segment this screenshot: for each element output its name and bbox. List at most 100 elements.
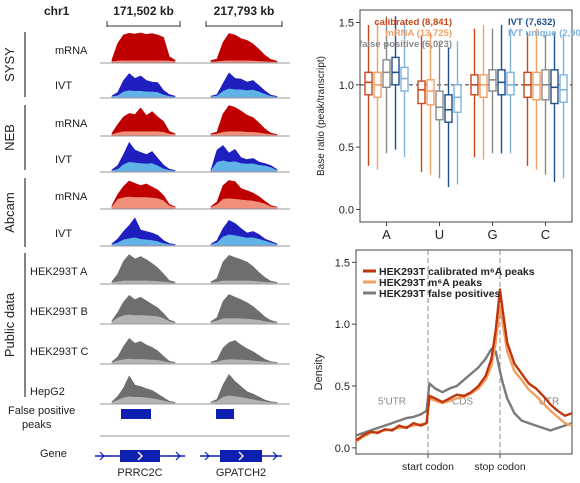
coverage-background (112, 131, 175, 135)
legend-entry: IVT unique (2,907) (508, 28, 580, 39)
track-label: HepG2 (30, 386, 65, 398)
coverage-peak (111, 254, 176, 284)
coverage-background (211, 198, 277, 208)
coverage-background (112, 162, 175, 171)
coverage-background (211, 395, 277, 403)
box (417, 80, 426, 105)
group-label: NEB (2, 124, 17, 151)
gene-exon (220, 450, 262, 462)
track-label: HEK293T B (30, 306, 88, 318)
region-label: CDS (452, 397, 473, 408)
track-label: mRNA (55, 191, 88, 203)
y-tick-label: 1.5 (335, 257, 350, 269)
locus-label: 217,793 kb (214, 4, 275, 18)
y-tick-label: 1.5 (339, 17, 354, 29)
box (532, 71, 541, 101)
track-label: IVT (55, 154, 72, 166)
group-label: Abcam (2, 192, 17, 232)
y-tick-label: 0.0 (339, 205, 354, 217)
legend-entry: calibrated (8,841) (374, 17, 452, 28)
x-tick-label: C (541, 227, 550, 242)
coverage-peak (210, 255, 278, 284)
coverage-peak (111, 32, 176, 63)
legend-entry: HEK293T calibrated m⁶A peaks (379, 266, 535, 278)
box (453, 84, 462, 113)
coverage-background (112, 396, 175, 403)
legend-entry: HEK293T m⁶A peaks (379, 277, 482, 289)
track-label: mRNA (55, 45, 88, 57)
legend-entry: HEK293T false positives (379, 288, 501, 300)
fp-label: peaks (22, 419, 52, 431)
gene-strand-chevron (272, 451, 278, 461)
track-label: IVT (55, 80, 72, 92)
coverage-peak (111, 375, 176, 404)
region-label: 5'UTR (378, 397, 406, 408)
x-tick-label: A (382, 227, 391, 242)
y-tick-label: 1.0 (335, 319, 350, 331)
y-tick-label: 1.0 (339, 80, 354, 92)
box (506, 71, 515, 96)
coverage-background (112, 90, 175, 97)
coverage-background (211, 234, 277, 245)
density-series-line (355, 347, 573, 437)
coverage-background (112, 60, 175, 62)
group-label: SYSY (2, 47, 17, 82)
coverage-background (211, 60, 277, 62)
group-label: Public data (2, 292, 17, 357)
box (391, 56, 400, 86)
track-label: mRNA (55, 118, 88, 130)
coverage-background (211, 88, 277, 97)
gene-strand-chevron (99, 451, 105, 461)
box (479, 74, 488, 98)
legend-entry: mRNA (13,725) (385, 28, 452, 39)
boundary-label: start codon (402, 461, 454, 473)
coverage-peak (210, 294, 278, 324)
chrom-label: chr1 (44, 4, 70, 18)
density-series-line (355, 288, 573, 442)
y-tick-label: 0.5 (339, 142, 354, 154)
y-axis-label: Density (313, 353, 325, 390)
coverage-background (211, 160, 277, 171)
locus-label: 171,502 kb (113, 4, 174, 18)
fp-label: False positive (8, 405, 75, 417)
coverage-background (211, 359, 277, 363)
coverage-peak (111, 217, 176, 246)
coverage-peak (111, 107, 176, 136)
box (444, 94, 453, 123)
legend-entry: false positive (6,023) (359, 39, 452, 50)
legend-entry: IVT (7,632) (508, 17, 556, 28)
gene-name: PRRC2C (117, 467, 162, 479)
coverage-background (112, 280, 175, 283)
box (435, 90, 444, 121)
coverage-peak (210, 33, 278, 63)
gene-strand-chevron (137, 451, 143, 461)
x-tick-label: U (435, 227, 444, 242)
fp-peak-bar (216, 409, 234, 419)
gene-strand-chevron (204, 451, 210, 461)
coverage-background (211, 318, 277, 323)
gene-strand-chevron (175, 451, 181, 461)
coverage-background (211, 131, 277, 135)
coverage-background (112, 237, 175, 245)
boundary-label: stop codon (474, 461, 526, 473)
box (426, 79, 435, 106)
coverage-background (211, 280, 277, 283)
coverage-background (112, 358, 175, 363)
y-axis-label: Base ratio (peak/transcript) (316, 56, 327, 176)
y-tick-label: 0.0 (335, 443, 350, 455)
gene-strand-chevron (238, 451, 244, 461)
x-tick-label: G (487, 227, 497, 242)
box (382, 59, 391, 89)
track-label: HEK293T A (30, 266, 88, 278)
density-frame (355, 249, 573, 455)
track-label: IVT (55, 228, 72, 240)
track-label: HEK293T C (30, 346, 89, 358)
coverage-peak (210, 340, 278, 364)
coverage-background (112, 196, 175, 208)
gene-label: Gene (40, 448, 67, 460)
box (559, 74, 568, 103)
gene-exon (120, 450, 160, 462)
fp-peak-bar (121, 409, 151, 419)
y-tick-label: 0.5 (335, 381, 350, 393)
